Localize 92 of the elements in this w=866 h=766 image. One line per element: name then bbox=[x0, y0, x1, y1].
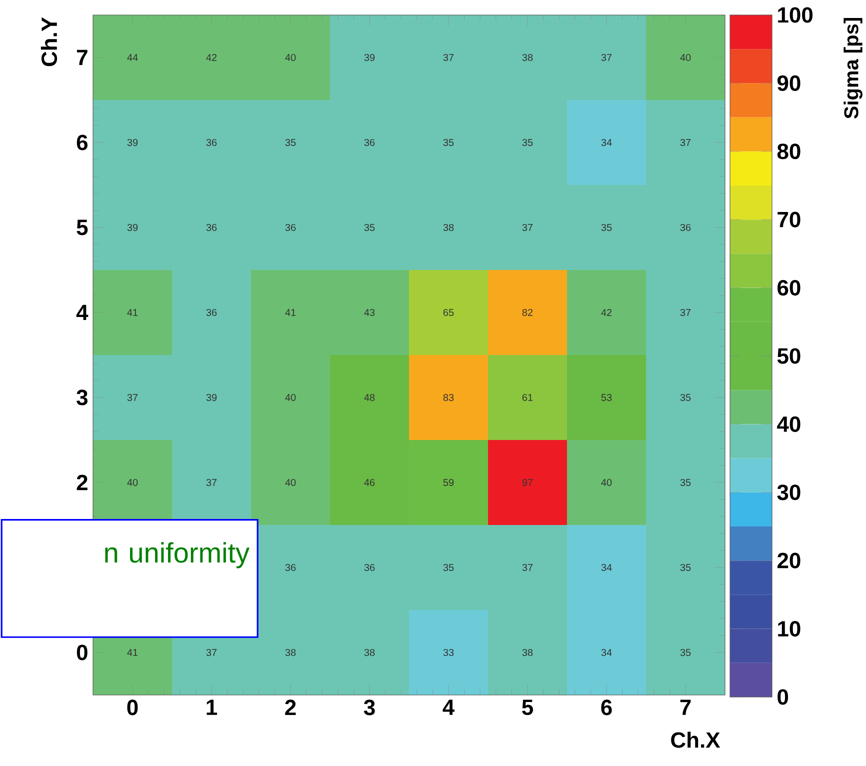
data-label: 34 bbox=[601, 648, 612, 656]
data-label: 35 bbox=[443, 138, 454, 146]
data-label: 65 bbox=[443, 308, 454, 316]
y-tick-label: 3 bbox=[76, 390, 88, 406]
color-bar-label: 80 bbox=[777, 144, 800, 160]
color-bar-label: 90 bbox=[777, 75, 800, 91]
data-label: 35 bbox=[680, 394, 691, 402]
data-label: 36 bbox=[680, 224, 691, 232]
data-label: 34 bbox=[601, 138, 612, 146]
annotation: n uniformity bbox=[105, 542, 250, 568]
data-label: 42 bbox=[601, 308, 612, 316]
color-bar-label: 60 bbox=[778, 280, 800, 296]
data-label: 37 bbox=[206, 648, 217, 656]
data-label: 35 bbox=[364, 224, 375, 232]
data-label: 40 bbox=[601, 478, 612, 486]
color-bar-label: 40 bbox=[777, 416, 800, 432]
color-bar-label: 100 bbox=[778, 7, 813, 23]
data-label: 35 bbox=[680, 564, 691, 572]
color-bar-label: 70 bbox=[778, 212, 800, 228]
data-label: 53 bbox=[601, 394, 612, 402]
color-bar-label: 50 bbox=[777, 348, 800, 364]
data-label: 37 bbox=[127, 394, 138, 402]
data-label: 33 bbox=[443, 648, 454, 656]
data-label: 46 bbox=[364, 478, 375, 486]
data-label: 59 bbox=[443, 478, 454, 486]
data-label: 38 bbox=[522, 648, 533, 656]
data-label: 36 bbox=[206, 138, 217, 146]
data-label: 38 bbox=[443, 224, 454, 232]
data-label: 44 bbox=[127, 54, 138, 61]
y-tick-label: 4 bbox=[76, 304, 88, 320]
color-bar-label: 0 bbox=[778, 689, 788, 705]
x-tick-label: 3 bbox=[364, 700, 375, 716]
data-label: 34 bbox=[601, 564, 612, 572]
y-tick-label: 5 bbox=[76, 220, 88, 236]
y-tick-label: 0 bbox=[76, 644, 88, 660]
data-label: 37 bbox=[680, 308, 691, 316]
data-label: 37 bbox=[601, 54, 612, 62]
x-axis-title: Ch.X bbox=[671, 732, 720, 748]
data-label: 36 bbox=[285, 564, 296, 572]
data-label: 36 bbox=[364, 138, 375, 146]
data-label: 40 bbox=[285, 394, 296, 402]
data-label: 35 bbox=[443, 564, 454, 572]
data-label: 36 bbox=[206, 224, 217, 232]
data-label: 35 bbox=[601, 224, 612, 232]
data-label: 39 bbox=[206, 394, 217, 402]
data-label: 35 bbox=[285, 138, 296, 146]
data-label: 37 bbox=[680, 138, 691, 146]
data-label: 40 bbox=[285, 54, 296, 62]
data-label: 39 bbox=[364, 54, 375, 62]
x-tick-label: 6 bbox=[601, 700, 612, 716]
data-label: 48 bbox=[364, 394, 375, 402]
data-label: 37 bbox=[522, 564, 533, 572]
data-label: 41 bbox=[285, 309, 296, 316]
data-label: 42 bbox=[206, 54, 217, 61]
data-label: 40 bbox=[680, 54, 691, 62]
data-label: 37 bbox=[522, 224, 533, 232]
data-label: 41 bbox=[127, 649, 138, 656]
data-label: 43 bbox=[364, 308, 375, 316]
data-label: 36 bbox=[285, 224, 296, 232]
color-bar-label: 20 bbox=[777, 552, 800, 568]
data-label: 41 bbox=[127, 309, 138, 316]
data-label: 35 bbox=[680, 478, 691, 486]
data-label: 61 bbox=[522, 394, 533, 402]
y-tick-label: 2 bbox=[76, 474, 88, 490]
data-label: 38 bbox=[285, 648, 296, 656]
data-label: 39 bbox=[127, 138, 138, 146]
color-bar-title: Sigma [ps] bbox=[844, 18, 862, 119]
data-label: 97 bbox=[522, 478, 533, 486]
data-label: 35 bbox=[522, 138, 533, 146]
data-label: 83 bbox=[443, 394, 454, 402]
x-tick-label: 2 bbox=[285, 700, 296, 716]
data-label: 40 bbox=[127, 478, 138, 486]
x-tick-label: 7 bbox=[680, 700, 691, 715]
data-label: 37 bbox=[206, 478, 217, 486]
y-tick-label: 7 bbox=[77, 50, 88, 66]
data-label: 40 bbox=[285, 478, 296, 486]
data-label: 36 bbox=[364, 564, 375, 572]
color-bar-label: 10 bbox=[778, 620, 800, 637]
color-bar-label: 30 bbox=[777, 484, 800, 500]
x-tick-label: 1 bbox=[206, 700, 218, 715]
data-label: 36 bbox=[206, 308, 217, 316]
data-label: 38 bbox=[522, 54, 533, 62]
data-label: 39 bbox=[127, 224, 138, 232]
data-label: 35 bbox=[680, 648, 691, 656]
data-label: 82 bbox=[522, 308, 533, 316]
y-tick-label: 6 bbox=[76, 134, 88, 150]
data-label: 38 bbox=[364, 648, 375, 656]
data-label: 37 bbox=[443, 54, 454, 62]
x-tick-label: 5 bbox=[522, 700, 534, 716]
y-axis-title: Ch.Y bbox=[40, 17, 58, 66]
x-tick-label: 4 bbox=[442, 700, 454, 715]
x-tick-label: 0 bbox=[127, 700, 138, 716]
